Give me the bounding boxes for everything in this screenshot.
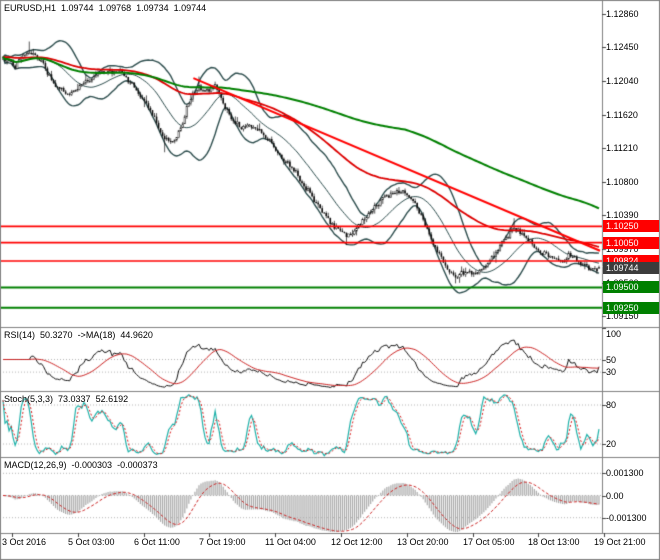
time-axis-label: 18 Oct 13:00 xyxy=(528,537,580,547)
stoch-d-value: 52.6192 xyxy=(95,394,129,404)
rsi-axis-label: 30 xyxy=(606,367,617,377)
macd-name: MACD(12,26,9) xyxy=(4,460,67,470)
price-axis-label: 1.09970 xyxy=(606,244,639,254)
rsi-indicator-label: RSI(14) 50.3270 ->MA(18) 44.9620 xyxy=(4,330,158,341)
stoch-name: Stoch(5,3,3) xyxy=(4,394,54,404)
rsi-axis-label: 100 xyxy=(606,329,622,339)
macd-signal-value: -0.000373 xyxy=(117,460,158,470)
price-axis-label: 1.11620 xyxy=(606,110,638,120)
macd-indicator-label: MACD(12,26,9) -0.000303 -0.000373 xyxy=(4,460,163,471)
ohlc-open: 1.09744 xyxy=(61,3,94,13)
stoch-axis-label: 20 xyxy=(606,439,617,449)
price-level-badge: 1.09250 xyxy=(603,302,659,314)
stoch-axis-label: 80 xyxy=(606,400,617,410)
ohlc-high: 1.09768 xyxy=(98,3,132,13)
price-level-badge: 1.09500 xyxy=(603,281,659,293)
stoch-k-value: 73.0337 xyxy=(58,394,91,404)
time-axis-label: 13 Oct 20:00 xyxy=(397,537,449,547)
rsi-axis-label: 50 xyxy=(606,355,617,365)
price-level-badge: 1.10050 xyxy=(603,237,659,249)
ohlc-close: 1.09744 xyxy=(173,3,207,13)
price-axis-label: 1.09150 xyxy=(606,311,639,321)
price-level-badge: 1.10250 xyxy=(603,220,659,232)
rsi-ma-value: 44.9620 xyxy=(120,330,153,340)
time-axis-label: 12 Oct 12:00 xyxy=(331,537,383,547)
time-axis-label: 11 Oct 04:00 xyxy=(265,537,316,547)
time-axis-label: 6 Oct 11:00 xyxy=(134,537,180,547)
rsi-value: 50.3270 xyxy=(40,330,73,340)
macd-axis-label: -0.001300 xyxy=(606,513,647,523)
time-axis-label: 3 Oct 2016 xyxy=(2,537,47,547)
ohlc-low: 1.09734 xyxy=(136,3,169,13)
time-axis-label: 17 Oct 05:00 xyxy=(463,537,515,547)
price-axis-label: 1.12040 xyxy=(606,76,639,86)
price-axis-label: 1.10390 xyxy=(606,210,639,220)
rsi-ma-name: ->MA(18) xyxy=(77,330,116,340)
price-axis-label: 1.12860 xyxy=(606,9,639,19)
price-axis-label: 1.11210 xyxy=(606,143,638,153)
macd-value: -0.000303 xyxy=(71,460,113,470)
macd-axis-label: 0.00 xyxy=(606,491,624,501)
time-axis-label: 19 Oct 21:00 xyxy=(594,537,646,547)
price-axis-label: 1.12450 xyxy=(606,42,639,52)
time-axis-label: 7 Oct 19:00 xyxy=(199,537,246,547)
price-axis-label: 1.10800 xyxy=(606,177,639,187)
stoch-indicator-label: Stoch(5,3,3) 73.0337 52.6192 xyxy=(4,394,133,405)
rsi-name: RSI(14) xyxy=(4,330,36,340)
chart-header: EURUSD,H1 1.09744 1.09768 1.09734 1.09744 xyxy=(4,3,211,14)
time-axis-label: 5 Oct 03:00 xyxy=(68,537,115,547)
macd-axis-label: 0.001300 xyxy=(606,468,644,478)
current-price-badge: 1.09744 xyxy=(603,262,659,274)
symbol-timeframe-label: EURUSD,H1 xyxy=(4,3,57,13)
